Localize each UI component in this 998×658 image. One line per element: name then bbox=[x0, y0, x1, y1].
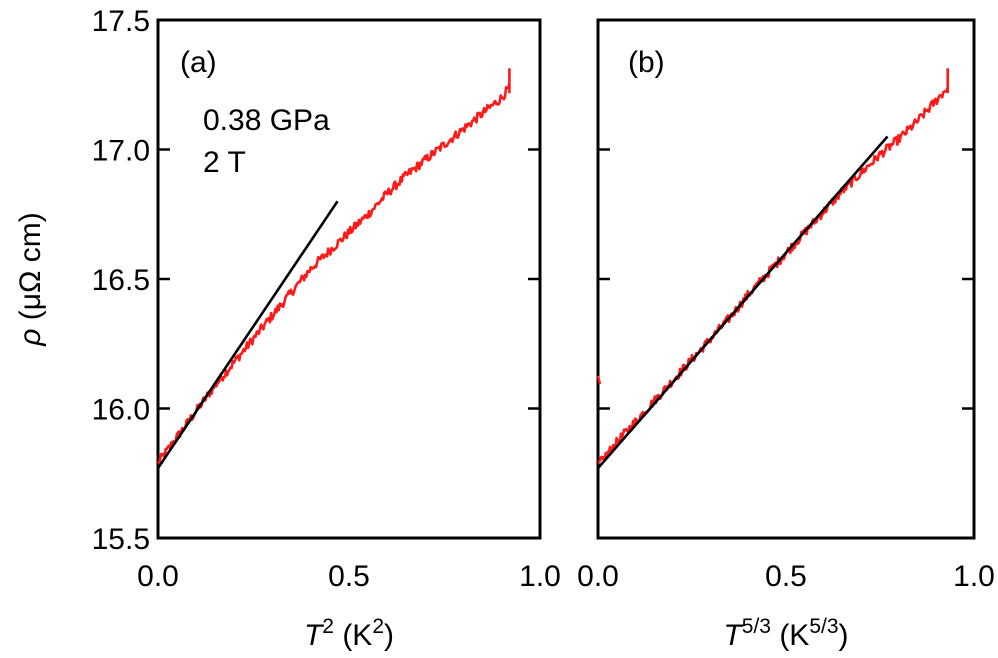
x-tick-label: 1.0 bbox=[953, 560, 995, 593]
panel-a-label: (a) bbox=[180, 46, 217, 79]
x-axis-label-a: T2 (K2) bbox=[304, 615, 394, 652]
y-axis-unit: (μΩ cm) bbox=[14, 212, 47, 328]
panel-b-frame bbox=[596, 18, 976, 540]
y-tick-label: 17.0 bbox=[92, 135, 150, 168]
x-tick-label: 1.0 bbox=[519, 560, 561, 593]
y-tick-label: 16.5 bbox=[92, 264, 150, 297]
panel-a-series bbox=[156, 68, 511, 469]
series-fit-line bbox=[597, 135, 889, 469]
x-axis-b-unit-sup: 5/3 bbox=[809, 615, 838, 638]
x-axis-label-b: T5/3 (K5/3) bbox=[723, 615, 848, 652]
y-tick-label: 16.0 bbox=[92, 394, 150, 427]
y-axis-symbol: ρ bbox=[14, 329, 47, 347]
panel-b-ticks: 0.0 0.5 1.0 bbox=[577, 18, 995, 593]
series-data-outlier bbox=[596, 375, 602, 385]
series-data-line bbox=[156, 68, 511, 465]
panel-a: 15.5 16.0 16.5 17.0 17.5 0.0 0.5 1.0 (a) 0.38 G… bbox=[92, 5, 561, 593]
panel-b: 0.0 0.5 1.0 (b) bbox=[577, 18, 995, 593]
x-tick-label: 0.0 bbox=[137, 560, 179, 593]
panel-b-series bbox=[596, 68, 950, 469]
x-axis-a-unit-pre: (K bbox=[334, 619, 372, 652]
annotation-pressure: 0.38 GPa bbox=[203, 104, 330, 137]
panel-b-label: (b) bbox=[628, 46, 665, 79]
annotation-field: 2 T bbox=[203, 146, 246, 179]
x-axis-a-sup: 2 bbox=[322, 615, 334, 638]
x-tick-label: 0.0 bbox=[577, 560, 619, 593]
x-tick-label: 0.5 bbox=[328, 560, 370, 593]
panel-a-frame bbox=[156, 18, 542, 540]
x-axis-a-unit-sup: 2 bbox=[372, 615, 384, 638]
x-axis-b-unit-post: ) bbox=[839, 619, 849, 652]
y-tick-label: 17.5 bbox=[92, 5, 150, 38]
x-axis-b-sup: 5/3 bbox=[742, 615, 771, 638]
y-axis-label: ρ (μΩ cm) bbox=[14, 212, 47, 347]
x-axis-a-unit-post: ) bbox=[384, 619, 394, 652]
series-fit-line bbox=[156, 200, 339, 469]
x-tick-label: 0.5 bbox=[765, 560, 807, 593]
x-axis-b-symbol: T bbox=[723, 619, 744, 652]
y-tick-label: 15.5 bbox=[92, 523, 150, 556]
panel-a-ticks: 15.5 16.0 16.5 17.0 17.5 0.0 0.5 1.0 bbox=[92, 5, 561, 593]
x-axis-a-symbol: T bbox=[304, 619, 325, 652]
x-axis-b-unit-pre: (K bbox=[771, 619, 809, 652]
